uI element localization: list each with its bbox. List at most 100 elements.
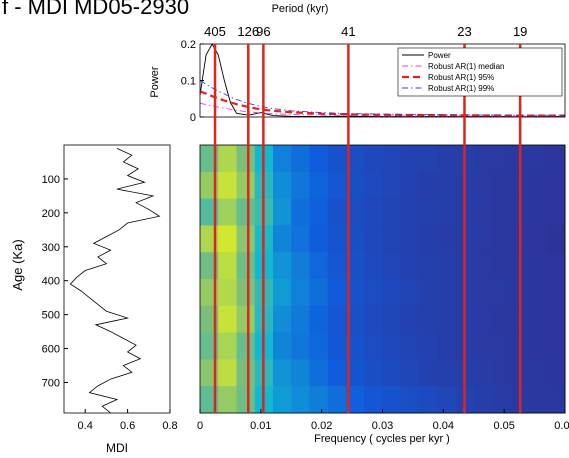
heatmap-cell	[291, 198, 310, 226]
heatmap-cell	[273, 198, 292, 226]
period-tick-label: 96	[256, 24, 270, 39]
heatmap-cell	[273, 225, 292, 253]
heatmap-cell	[419, 386, 438, 414]
heatmap-cell	[327, 198, 347, 226]
x-tick-label: 0.06	[554, 420, 569, 432]
heatmap-cell	[492, 359, 511, 387]
heatmap-cell	[291, 171, 310, 200]
legend-label: Robust AR(1) 95%	[428, 73, 494, 82]
heatmap-cell	[419, 279, 438, 307]
heatmap-cell	[291, 332, 310, 360]
heatmap-cell	[400, 171, 420, 200]
heatmap-cell	[546, 145, 566, 173]
heatmap-cell	[419, 198, 438, 226]
heatmap-cell	[528, 359, 548, 387]
heatmap-cell	[346, 332, 365, 360]
heatmap-cell	[236, 171, 256, 200]
legend-box	[397, 47, 563, 97]
heatmap-cell	[528, 305, 548, 334]
heatmap-cell	[400, 198, 420, 226]
heatmap-cell	[327, 359, 347, 387]
heatmap-cell	[346, 198, 365, 226]
heatmap-cell	[273, 386, 292, 414]
heatmap-cell	[382, 145, 402, 173]
heatmap-cell	[419, 225, 438, 253]
heatmap-cell	[309, 279, 329, 307]
heatmap-cell	[346, 145, 365, 173]
heatmap-cell	[218, 305, 237, 334]
heatmap-cell	[437, 252, 456, 280]
heatmap-cell	[236, 198, 256, 226]
heatmap-cell	[437, 386, 456, 414]
heatmap-cell	[218, 332, 237, 360]
heatmap-cell	[528, 145, 548, 173]
heatmap-cell	[364, 359, 383, 387]
heatmap-cell	[327, 305, 347, 334]
heatmap-cell	[236, 332, 256, 360]
legend-label: Robust AR(1) median	[428, 62, 504, 71]
heatmap-cell	[273, 279, 292, 307]
panel-frame	[199, 43, 566, 118]
heatmap-cell	[218, 171, 237, 200]
heatmap-cell	[273, 145, 292, 173]
heatmap-cell	[382, 386, 402, 414]
heatmap-cell	[400, 305, 420, 334]
y-tick-label: 100	[42, 174, 60, 186]
heatmap-cell	[400, 359, 420, 387]
heatmap-cell	[492, 252, 511, 280]
heatmap-cell	[309, 359, 329, 387]
heatmap-cell	[382, 279, 402, 307]
heatmap-cell	[492, 198, 511, 226]
heatmap-cell	[273, 359, 292, 387]
heatmap-cell	[473, 332, 493, 360]
heatmap-cell	[236, 279, 256, 307]
heatmap-cell	[364, 332, 383, 360]
heatmap-cell	[364, 279, 383, 307]
heatmap-cell	[400, 279, 420, 307]
heatmap-cell	[273, 332, 292, 360]
heatmap-cell	[309, 252, 329, 280]
heatmap-cell	[419, 305, 438, 334]
heatmap-cell	[273, 252, 292, 280]
heatmap-cell	[419, 332, 438, 360]
heatmap-cell	[492, 225, 511, 253]
heatmap-cell	[528, 386, 548, 414]
x-tick-label: 0.05	[493, 420, 514, 432]
x-tick-label: 0.04	[433, 420, 454, 432]
heatmap-cell	[528, 225, 548, 253]
heatmap-cell	[437, 198, 456, 226]
heatmap-cell	[400, 332, 420, 360]
heatmap-cell	[546, 332, 566, 360]
heatmap-cell	[291, 386, 310, 414]
heatmap-cell	[473, 386, 493, 414]
heatmap-cell	[218, 359, 237, 387]
heatmap-cell	[327, 171, 347, 200]
period-tick-label: 41	[341, 24, 355, 39]
heatmap-cell	[218, 198, 237, 226]
heatmap-cell	[382, 225, 402, 253]
heatmap-cell	[309, 332, 329, 360]
heatmap-cell	[382, 198, 402, 226]
heatmap-cell	[437, 305, 456, 334]
y-tick-label: 700	[42, 377, 60, 389]
heatmap-cell	[492, 305, 511, 334]
heatmap-cell	[218, 279, 237, 307]
panel-frame	[63, 144, 171, 414]
y-tick-label: 0	[190, 112, 196, 124]
heatmap-cell	[364, 386, 383, 414]
heatmap-cell	[364, 145, 383, 173]
heatmap-cell	[419, 171, 438, 200]
heatmap-cell	[528, 198, 548, 226]
heatmap-cell	[546, 279, 566, 307]
x-axis-label: Frequency ( cycles per kyr )	[314, 433, 450, 445]
heatmap-cell	[236, 386, 256, 414]
heatmap-cell	[473, 359, 493, 387]
legend-label: Robust AR(1) 99%	[428, 84, 494, 93]
x-tick-label: 0.02	[311, 420, 332, 432]
heatmap-cell	[364, 225, 383, 253]
heatmap-cell	[327, 252, 347, 280]
heatmap-cell	[419, 359, 438, 387]
heatmap-cell	[346, 359, 365, 387]
heatmap-cell	[309, 225, 329, 253]
